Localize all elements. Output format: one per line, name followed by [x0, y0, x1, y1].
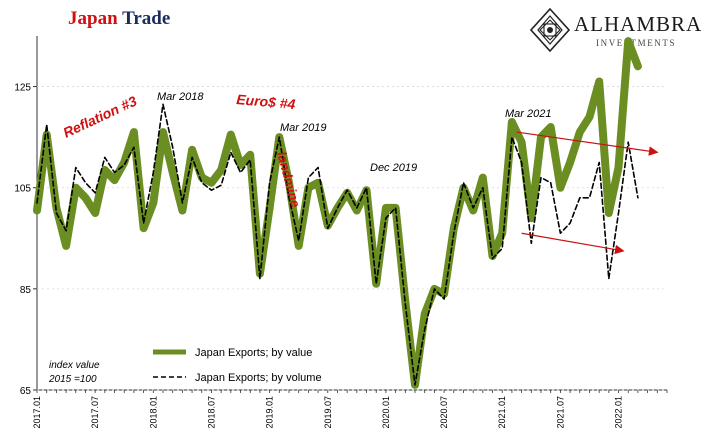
- x-tick-label: 2019.01: [265, 396, 275, 429]
- alhambra-logo: ALHAMBRA INVESTMENTS: [530, 6, 703, 54]
- x-tick-label: 2017.07: [90, 396, 100, 429]
- x-tick-label: 2019.07: [323, 396, 333, 429]
- annotation-mar-2019: Mar 2019: [280, 122, 326, 134]
- title-trade: Trade: [122, 8, 171, 29]
- x-tick-label: 2018.07: [206, 396, 216, 429]
- y-tick-label: 105: [14, 184, 31, 195]
- index-note-line1: index value: [49, 360, 100, 371]
- series-exports-value-line: [33, 37, 642, 389]
- logo-sub: INVESTMENTS: [596, 38, 677, 48]
- annotation-dec-2019: Dec 2019: [370, 162, 417, 174]
- y-tick-label: 125: [14, 83, 31, 94]
- title-japan: Japan: [68, 8, 118, 29]
- annotation-mar-2021: Mar 2021: [505, 108, 551, 120]
- x-tick-label: 2021.07: [555, 396, 565, 429]
- trend-arrow-1: [516, 131, 659, 156]
- legend-label-volume: Japan Exports; by volume: [195, 372, 322, 384]
- x-tick-label: 2018.01: [148, 396, 158, 429]
- trend-arrow-2: [521, 232, 625, 255]
- x-tick-label: 2020.07: [439, 396, 449, 429]
- y-tick-label: 85: [20, 285, 32, 296]
- annotation-landmine: landmine: [274, 150, 303, 209]
- x-tick-label: 2017.01: [32, 396, 42, 429]
- annotation-mar-2018: Mar 2018: [157, 91, 204, 103]
- series-exports-volume-line: [36, 103, 639, 386]
- x-tick-label: 2021.01: [497, 396, 507, 429]
- legend: Japan Exports; by value Japan Exports; b…: [153, 347, 322, 384]
- geometric-star-diamond-icon: [530, 8, 570, 52]
- annotation-reflation: Reflation #3: [61, 93, 140, 141]
- chart-title: Japan Trade: [68, 8, 170, 30]
- annotation-euro4: Euro$ #4: [236, 91, 297, 112]
- legend-label-value: Japan Exports; by value: [195, 347, 312, 359]
- x-tick-label: 2022.01: [614, 396, 624, 429]
- index-note-line2: 2015 =100: [48, 374, 97, 385]
- x-tick-label: 2020.01: [381, 396, 391, 429]
- y-tick-label: 65: [20, 386, 32, 397]
- logo-name: ALHAMBRA: [574, 12, 703, 36]
